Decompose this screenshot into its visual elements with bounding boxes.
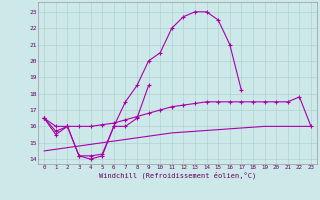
X-axis label: Windchill (Refroidissement éolien,°C): Windchill (Refroidissement éolien,°C) xyxy=(99,172,256,179)
